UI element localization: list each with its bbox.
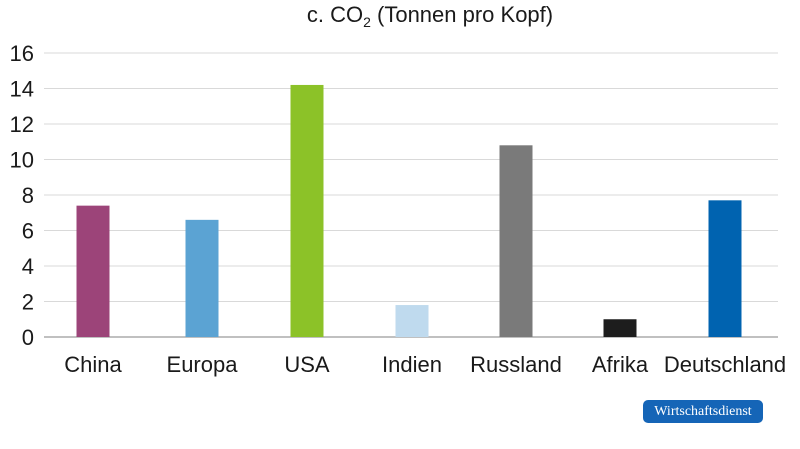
x-tick-label: Deutschland xyxy=(664,352,786,377)
y-tick-label: 2 xyxy=(22,290,34,315)
y-axis-ticks: 0 2 4 6 8 10 12 14 16 xyxy=(10,41,34,350)
bar-europa xyxy=(185,219,219,337)
bar-usa xyxy=(290,84,324,337)
y-tick-label: 8 xyxy=(22,183,34,208)
bar-indien xyxy=(395,305,429,337)
x-tick-label: Europa xyxy=(167,352,239,377)
grid-lines xyxy=(44,52,778,338)
bar-russland xyxy=(499,145,533,337)
chart-title: c. CO2 (Tonnen pro Kopf) xyxy=(307,2,553,30)
y-tick-label: 10 xyxy=(10,148,34,173)
x-tick-label: Russland xyxy=(470,352,562,377)
x-tick-label: China xyxy=(64,352,122,377)
bar-deutschland xyxy=(708,200,742,337)
y-tick-label: 6 xyxy=(22,219,34,244)
x-tick-label: Indien xyxy=(382,352,442,377)
y-tick-label: 14 xyxy=(10,77,34,102)
y-tick-label: 0 xyxy=(22,325,34,350)
source-badge: Wirtschaftsdienst xyxy=(643,400,763,423)
x-tick-label: USA xyxy=(284,352,330,377)
y-tick-label: 4 xyxy=(22,254,34,279)
y-tick-label: 16 xyxy=(10,41,34,66)
bar-afrika xyxy=(603,319,637,337)
x-axis-labels: China Europa USA Indien Russland Afrika Deutsc… xyxy=(64,352,786,377)
x-tick-label: Afrika xyxy=(592,352,649,377)
y-tick-label: 12 xyxy=(10,112,34,137)
bars xyxy=(76,84,742,337)
bar-china xyxy=(76,205,110,337)
